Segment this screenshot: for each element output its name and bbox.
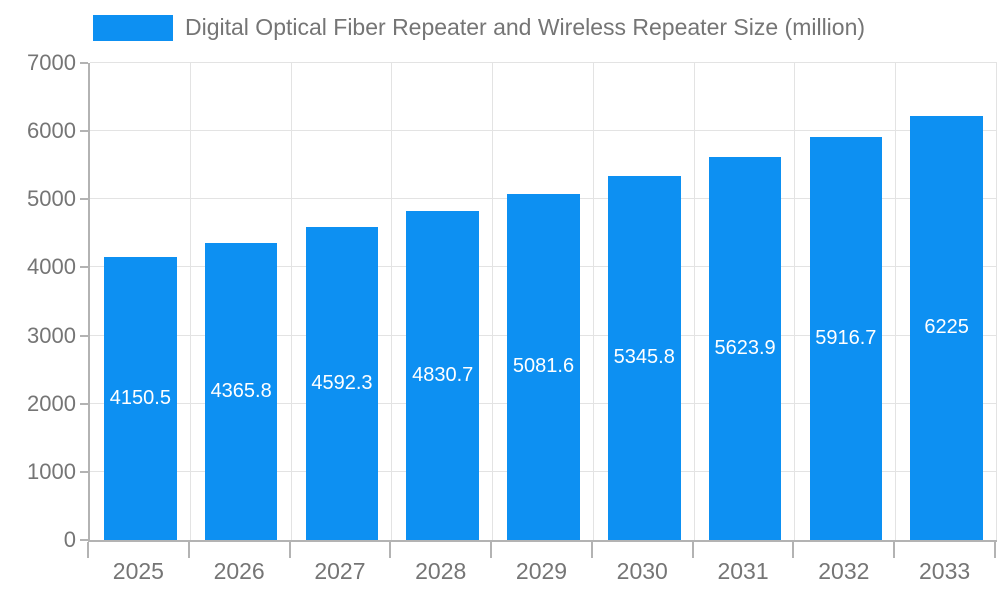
x-axis-label: 2030 [616,558,668,584]
x-axis-tick [590,542,593,558]
gridline-vertical [693,63,695,540]
bar-value-label: 4150.5 [109,387,171,410]
bar-2026: 4365.8 [204,242,278,540]
gridline-vertical [492,63,494,540]
gridline-vertical [996,63,997,540]
bar-2030: 5345.8 [607,175,681,540]
y-axis-tick [80,470,88,473]
x-axis-label: 2032 [818,558,870,584]
gridline-vertical [290,63,292,540]
x-axis-tick [389,542,392,558]
y-axis-label: 2000 [27,390,76,416]
x-axis-tick [288,542,291,558]
gridline-vertical [189,63,191,540]
x-axis-label: 2025 [112,558,164,584]
x-axis-label: 2029 [515,558,568,584]
bar-value-label: 5081.6 [512,355,575,378]
x-axis-tick [691,542,694,558]
bar-2032: 5916.7 [809,136,883,540]
legend-item[interactable]: Digital Optical Fiber Repeater and Wirel… [93,14,865,41]
y-axis-label: 0 [63,527,76,552]
bar-value-label: 4365.8 [210,379,272,402]
bar-2033: 6225 [910,115,983,540]
y-axis-tick [80,62,88,64]
bar-value-label: 5916.7 [815,326,877,349]
bar-2025: 4150.5 [104,257,177,540]
x-axis-label: 2028 [415,558,467,584]
bar-2027: 4592.3 [305,227,379,540]
bar-value-label: 5623.9 [714,336,776,359]
x-axis-label: 2027 [314,558,366,584]
gridline-vertical [794,63,796,540]
x-axis-tick [994,542,996,558]
y-axis-tick [80,402,88,405]
y-axis-label: 7000 [27,50,76,75]
y-axis-tick [80,539,88,541]
bar-2031: 5623.9 [708,156,782,540]
y-axis-tick [80,198,88,201]
x-axis-label: 2031 [717,558,769,584]
x-axis-tick [87,542,89,558]
gridline-vertical [895,63,897,540]
bar-value-label: 4830.7 [412,363,474,386]
y-axis-label: 5000 [27,186,76,212]
y-axis-label: 1000 [27,458,76,484]
x-axis-tick [792,542,795,558]
x-axis-tick [187,542,190,558]
gridline-horizontal [90,130,997,132]
x-axis-tick [893,542,896,558]
gridline-vertical [592,63,594,540]
gridline-horizontal [90,62,997,63]
y-axis-tick [80,130,88,133]
y-axis-tick [80,334,88,337]
bar-2029: 5081.6 [507,193,580,540]
x-axis-label: 2033 [919,558,971,584]
legend-swatch [93,14,173,41]
gridline-vertical [391,63,393,540]
x-axis-tick [490,542,493,558]
y-axis-label: 6000 [27,118,76,144]
y-axis-tick [80,266,88,269]
bar-value-label: 4592.3 [311,372,373,395]
y-axis-label: 4000 [27,254,76,280]
plot-area: 4150.5 4365.8 4592.3 4830.7 5081.6 5345.8 5623… [88,62,997,542]
bar-value-label: 5345.8 [613,346,675,369]
bar-2028: 4830.7 [406,210,479,540]
y-axis-label: 3000 [27,322,76,348]
legend-label: Digital Optical Fiber Repeater and Wirel… [185,14,866,40]
x-axis-label: 2026 [213,558,265,584]
bar-value-label: 6225 [924,316,969,339]
